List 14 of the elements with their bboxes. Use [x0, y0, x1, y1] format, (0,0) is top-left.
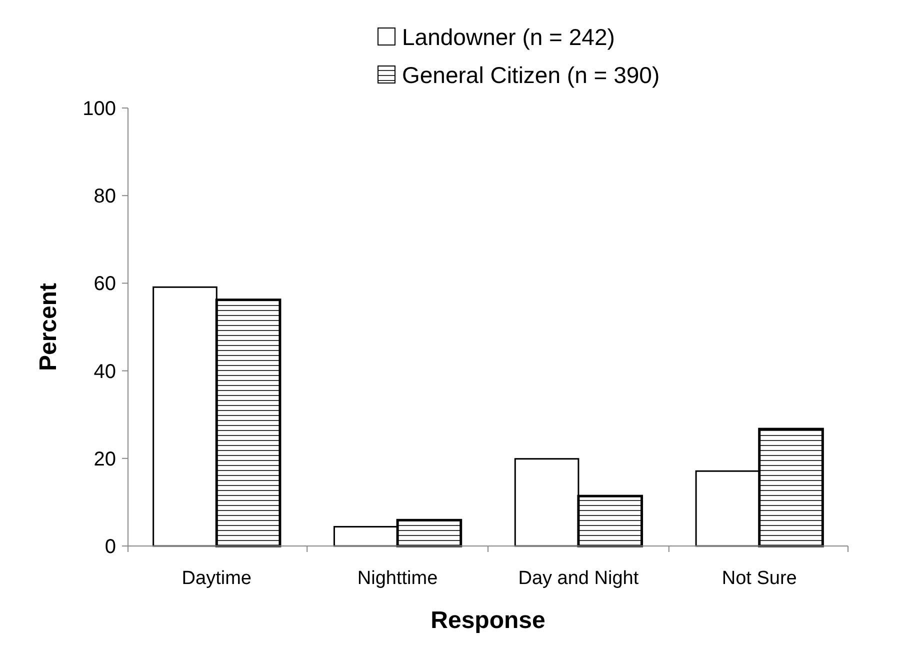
x-tick-label: Nighttime: [357, 568, 438, 589]
y-tick-label: 40: [94, 360, 116, 383]
y-tick-label: 80: [94, 186, 116, 208]
x-tick-label: Not Sure: [722, 568, 797, 589]
legend-label: General Citizen (n = 390): [402, 62, 660, 88]
y-tick-label: 100: [82, 98, 116, 120]
y-tick-label: 0: [104, 536, 116, 558]
legend-label: Landowner (n = 242): [402, 24, 615, 50]
x-tick-label: Day and Night: [518, 568, 640, 589]
y-tick-label: 20: [94, 448, 116, 470]
x-axis-title: Response: [430, 607, 546, 634]
y-tick-label: 60: [94, 273, 116, 296]
y-axis-title: Percent: [35, 282, 62, 372]
x-tick-label: Daytime: [182, 568, 252, 589]
